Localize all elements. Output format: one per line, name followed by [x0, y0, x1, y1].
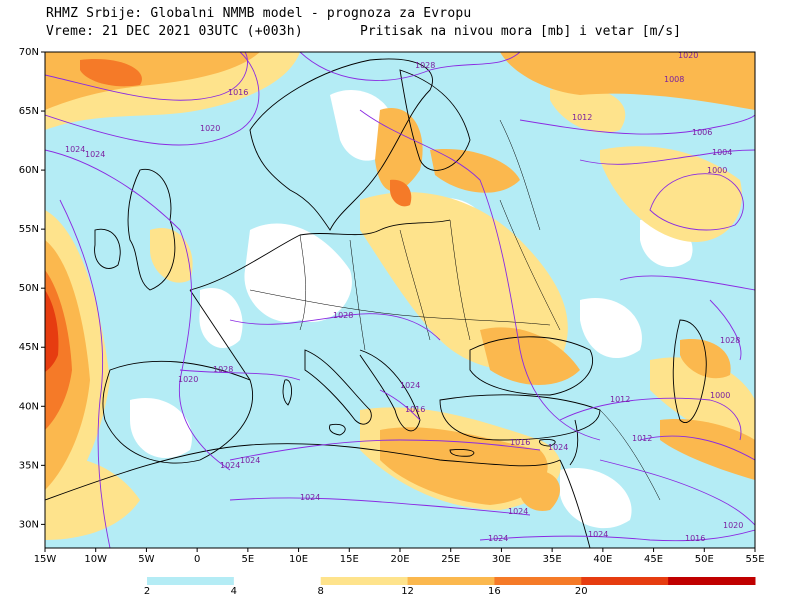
wind-16-20-areas [45, 290, 59, 372]
isobar-label: 1016 [685, 534, 705, 543]
isobar-label: 1024 [588, 530, 608, 539]
isobar-label: 1024 [548, 443, 568, 452]
colorbar-label: 8 [317, 586, 324, 597]
lat-tick-label: 40N [19, 401, 39, 412]
lat-tick-label: 45N [19, 342, 39, 353]
colorbar-label: 12 [401, 586, 414, 597]
map-area: 1028 1016 1020 1024 1024 1012 1006 1004 … [45, 51, 755, 548]
lon-tick-label: 25E [441, 554, 460, 565]
colorbar-segment [407, 577, 495, 585]
isobar-label: 1024 [85, 150, 105, 159]
isobar-label: 1024 [220, 461, 240, 470]
colorbar-label: 16 [488, 586, 501, 597]
lat-tick-label: 55N [19, 224, 39, 235]
isobar-label: 1012 [572, 113, 592, 122]
lon-tick-label: 10W [84, 554, 107, 565]
lat-tick-label: 35N [19, 460, 39, 471]
lat-tick-label: 70N [19, 47, 39, 58]
isobar-label: 1016 [510, 438, 530, 447]
isobars [45, 52, 755, 548]
isobar-labels: 1028 1016 1020 1024 1024 1012 1006 1004 … [65, 51, 743, 543]
isobar-label: 1028 [415, 61, 435, 70]
isobar-label: 1012 [610, 395, 630, 404]
isobar-label: 1024 [65, 145, 85, 154]
colorbar-label: 4 [230, 586, 238, 597]
lon-tick-label: 55E [745, 554, 764, 565]
isobar-label: 1024 [300, 493, 320, 502]
colorbar-label: 2 [143, 586, 151, 597]
isobar-label: 1028 [333, 311, 353, 320]
lon-tick-label: 40E [593, 554, 612, 565]
colorbar-segment [147, 577, 235, 585]
isobar-label: 1028 [213, 365, 233, 374]
lon-tick-label: 30E [492, 554, 511, 565]
map-title: RHMZ Srbije: Globalni NMMB model - progn… [46, 6, 472, 21]
lon-tick-label: 5E [242, 554, 255, 565]
lon-tick-label: 10E [289, 554, 308, 565]
colorbar-segment [320, 577, 409, 585]
isobar-label: 1020 [723, 521, 743, 530]
isobar-label: 1024 [488, 534, 508, 543]
lon-tick-label: 35E [543, 554, 562, 565]
isobar-label: 1008 [664, 75, 684, 84]
lat-tick-label: 30N [19, 519, 39, 530]
coastlines [45, 52, 707, 548]
isobar-label: 1020 [678, 51, 698, 60]
lon-tick-label: 50E [695, 554, 714, 565]
lon-tick-label: 0 [194, 554, 200, 565]
isobar-label: 1028 [720, 336, 740, 345]
lon-tick-label: 15W [34, 554, 57, 565]
isobar-label: 1012 [632, 434, 652, 443]
isobar-label: 1024 [400, 381, 420, 390]
country-borders [249, 119, 661, 501]
field-description: Pritisak na nivou mora [mb] i vetar [m/s… [360, 24, 681, 39]
isobar-label: 1000 [710, 391, 730, 400]
isobar-label: 1024 [508, 507, 528, 516]
colorbar-segment [494, 577, 582, 585]
colorbar-segment [233, 577, 322, 585]
isobar-label: 1020 [178, 375, 198, 384]
forecast-time: Vreme: 21 DEC 2021 03UTC (+003h) [46, 24, 303, 39]
isobar-label: 1004 [712, 148, 732, 157]
lon-tick-label: 20E [390, 554, 409, 565]
lat-tick-label: 60N [19, 165, 39, 176]
wind-colorbar [147, 577, 756, 585]
colorbar-label: 20 [574, 586, 588, 597]
lat-tick-label: 50N [19, 283, 39, 294]
isobar-label: 1006 [692, 128, 712, 137]
isobar-label: 1016 [405, 405, 425, 414]
lon-tick-label: 45E [644, 554, 663, 565]
colorbar-segment [581, 577, 669, 585]
isobar-label: 1016 [228, 88, 248, 97]
lon-tick-label: 5W [138, 554, 154, 565]
lat-tick-label: 65N [19, 106, 39, 117]
isobar-label: 1000 [707, 166, 727, 175]
latitude-axis: 70N 65N 60N 55N 50N 45N 40N 35N 30N [19, 47, 45, 530]
colorbar-segment [668, 577, 756, 585]
isobar-label: 1020 [200, 124, 220, 133]
lon-tick-label: 15E [340, 554, 359, 565]
longitude-axis: 15W 10W 5W 0 5E 10E 15E 20E 25E 30E 35E 40E 45E 50E 55… [34, 548, 765, 565]
isobar-label: 1024 [240, 456, 260, 465]
